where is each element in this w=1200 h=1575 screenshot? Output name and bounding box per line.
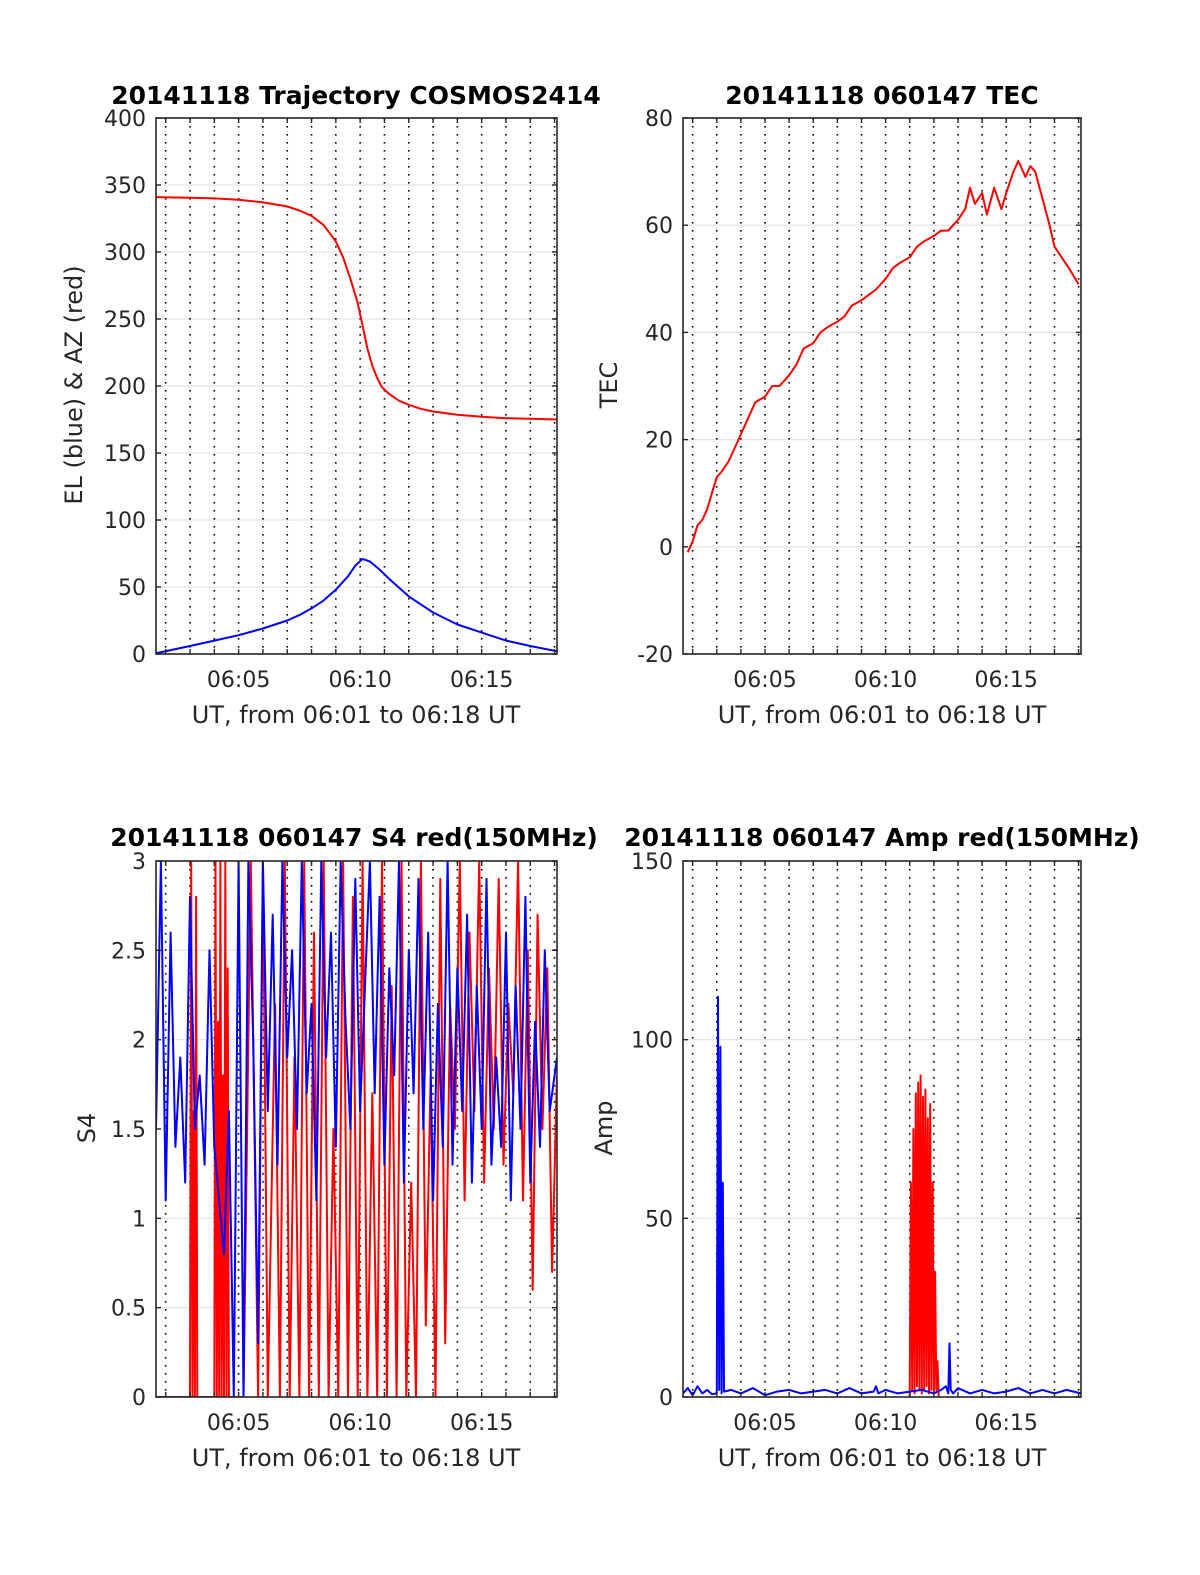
x-axis-label: UT, from 06:01 to 06:18 UT bbox=[192, 1444, 521, 1472]
panel-amp: 20141118 060147 Amp red(150MHz) 0 50 100 15… bbox=[590, 823, 1140, 1472]
x-tick-label: 06:15 bbox=[450, 1411, 513, 1436]
x-axis-label: UT, from 06:01 to 06:18 UT bbox=[192, 701, 521, 729]
y-tick-label: 0.5 bbox=[111, 1297, 146, 1322]
series-line-blue bbox=[156, 861, 557, 1397]
x-tick-label: 06:10 bbox=[854, 668, 917, 693]
y-tick-label: 350 bbox=[104, 174, 146, 199]
y-tick-label: 100 bbox=[104, 509, 146, 534]
y-tick-label: 150 bbox=[631, 850, 673, 875]
x-tick-labels: 06:05 06:10 06:15 bbox=[207, 1411, 513, 1436]
y-tick-label: 50 bbox=[118, 576, 146, 601]
y-tick-label: 0 bbox=[659, 1386, 673, 1411]
series-line-red bbox=[156, 196, 557, 421]
x-tick-label: 06:15 bbox=[975, 668, 1038, 693]
y-axis-label: S4 bbox=[73, 1113, 101, 1144]
y-tick-label: 2.5 bbox=[111, 939, 146, 964]
plot-frame bbox=[682, 117, 1082, 655]
panel-s4: 20141118 060147 S4 red(150MHz) 0 0.5 1 1.5 2… bbox=[73, 823, 598, 1472]
y-tick-labels: 0 0.5 1 1.5 2 2.5 3 bbox=[111, 850, 146, 1411]
plot-frame bbox=[155, 117, 558, 655]
x-tick-label: 06:15 bbox=[975, 1411, 1038, 1436]
y-tick-label: 150 bbox=[104, 442, 146, 467]
x-tick-label: 06:10 bbox=[328, 668, 391, 693]
y-tick-label: 2 bbox=[132, 1029, 146, 1054]
axes-box bbox=[682, 860, 1082, 1398]
y-tick-label: 100 bbox=[631, 1029, 673, 1054]
y-tick-label: 3 bbox=[132, 850, 146, 875]
x-tick-label: 06:15 bbox=[450, 668, 513, 693]
y-tick-label: 0 bbox=[132, 1386, 146, 1411]
y-axis-label: EL (blue) & AZ (red) bbox=[60, 265, 88, 504]
axes-box bbox=[682, 117, 1082, 655]
panel-title: 20141118 Trajectory COSMOS2414 bbox=[111, 81, 601, 110]
x-tick-label: 06:05 bbox=[207, 668, 270, 693]
x-tick-label: 06:05 bbox=[733, 668, 796, 693]
x-tick-labels: 06:05 06:10 06:15 bbox=[207, 668, 513, 693]
y-tick-label: 0 bbox=[659, 536, 673, 561]
x-tick-labels: 06:05 06:10 06:15 bbox=[733, 1411, 1038, 1436]
plot-series bbox=[686, 159, 1080, 553]
y-tick-label: 20 bbox=[645, 429, 673, 454]
plot-series bbox=[156, 196, 557, 654]
y-tick-label: 1.5 bbox=[111, 1118, 146, 1143]
y-tick-label: 60 bbox=[645, 214, 673, 239]
y-tick-label: 250 bbox=[104, 308, 146, 333]
x-tick-label: 06:05 bbox=[207, 1411, 270, 1436]
y-tick-label: -20 bbox=[637, 643, 673, 668]
y-tick-labels: 0 50 100 150 bbox=[631, 850, 673, 1411]
panel-trajectory: 20141118 Trajectory COSMOS2414 0 50 100 150… bbox=[60, 81, 601, 729]
y-tick-label: 300 bbox=[104, 241, 146, 266]
y-tick-label: 80 bbox=[645, 107, 673, 132]
panel-title: 20141118 060147 TEC bbox=[725, 81, 1038, 110]
x-axis-label: UT, from 06:01 to 06:18 UT bbox=[718, 1444, 1047, 1472]
y-tick-label: 0 bbox=[132, 643, 146, 668]
x-tick-label: 06:10 bbox=[854, 1411, 917, 1436]
y-tick-label: 1 bbox=[132, 1207, 146, 1232]
series-line-blue bbox=[156, 557, 557, 654]
y-axis-label: TEC bbox=[595, 362, 623, 410]
y-axis-label: Amp bbox=[590, 1100, 618, 1155]
x-axis-label: UT, from 06:01 to 06:18 UT bbox=[718, 701, 1047, 729]
y-tick-label: 50 bbox=[645, 1207, 673, 1232]
panel-title: 20141118 060147 Amp red(150MHz) bbox=[624, 823, 1140, 852]
plot-series bbox=[156, 861, 557, 1397]
y-tick-label: 40 bbox=[645, 321, 673, 346]
series-line-red bbox=[686, 159, 1080, 553]
y-tick-labels: 0 50 100 150 200 250 300 350 400 bbox=[104, 107, 146, 668]
y-tick-label: 200 bbox=[104, 375, 146, 400]
x-tick-labels: 06:05 06:10 06:15 bbox=[733, 668, 1038, 693]
plot-frame bbox=[682, 860, 1082, 1398]
y-tick-label: 400 bbox=[104, 107, 146, 132]
plot-frame bbox=[155, 860, 558, 1398]
x-tick-label: 06:10 bbox=[328, 1411, 391, 1436]
y-tick-labels: -20 0 20 40 60 80 bbox=[637, 107, 673, 668]
x-tick-label: 06:05 bbox=[733, 1411, 796, 1436]
panel-title: 20141118 060147 S4 red(150MHz) bbox=[110, 823, 598, 852]
